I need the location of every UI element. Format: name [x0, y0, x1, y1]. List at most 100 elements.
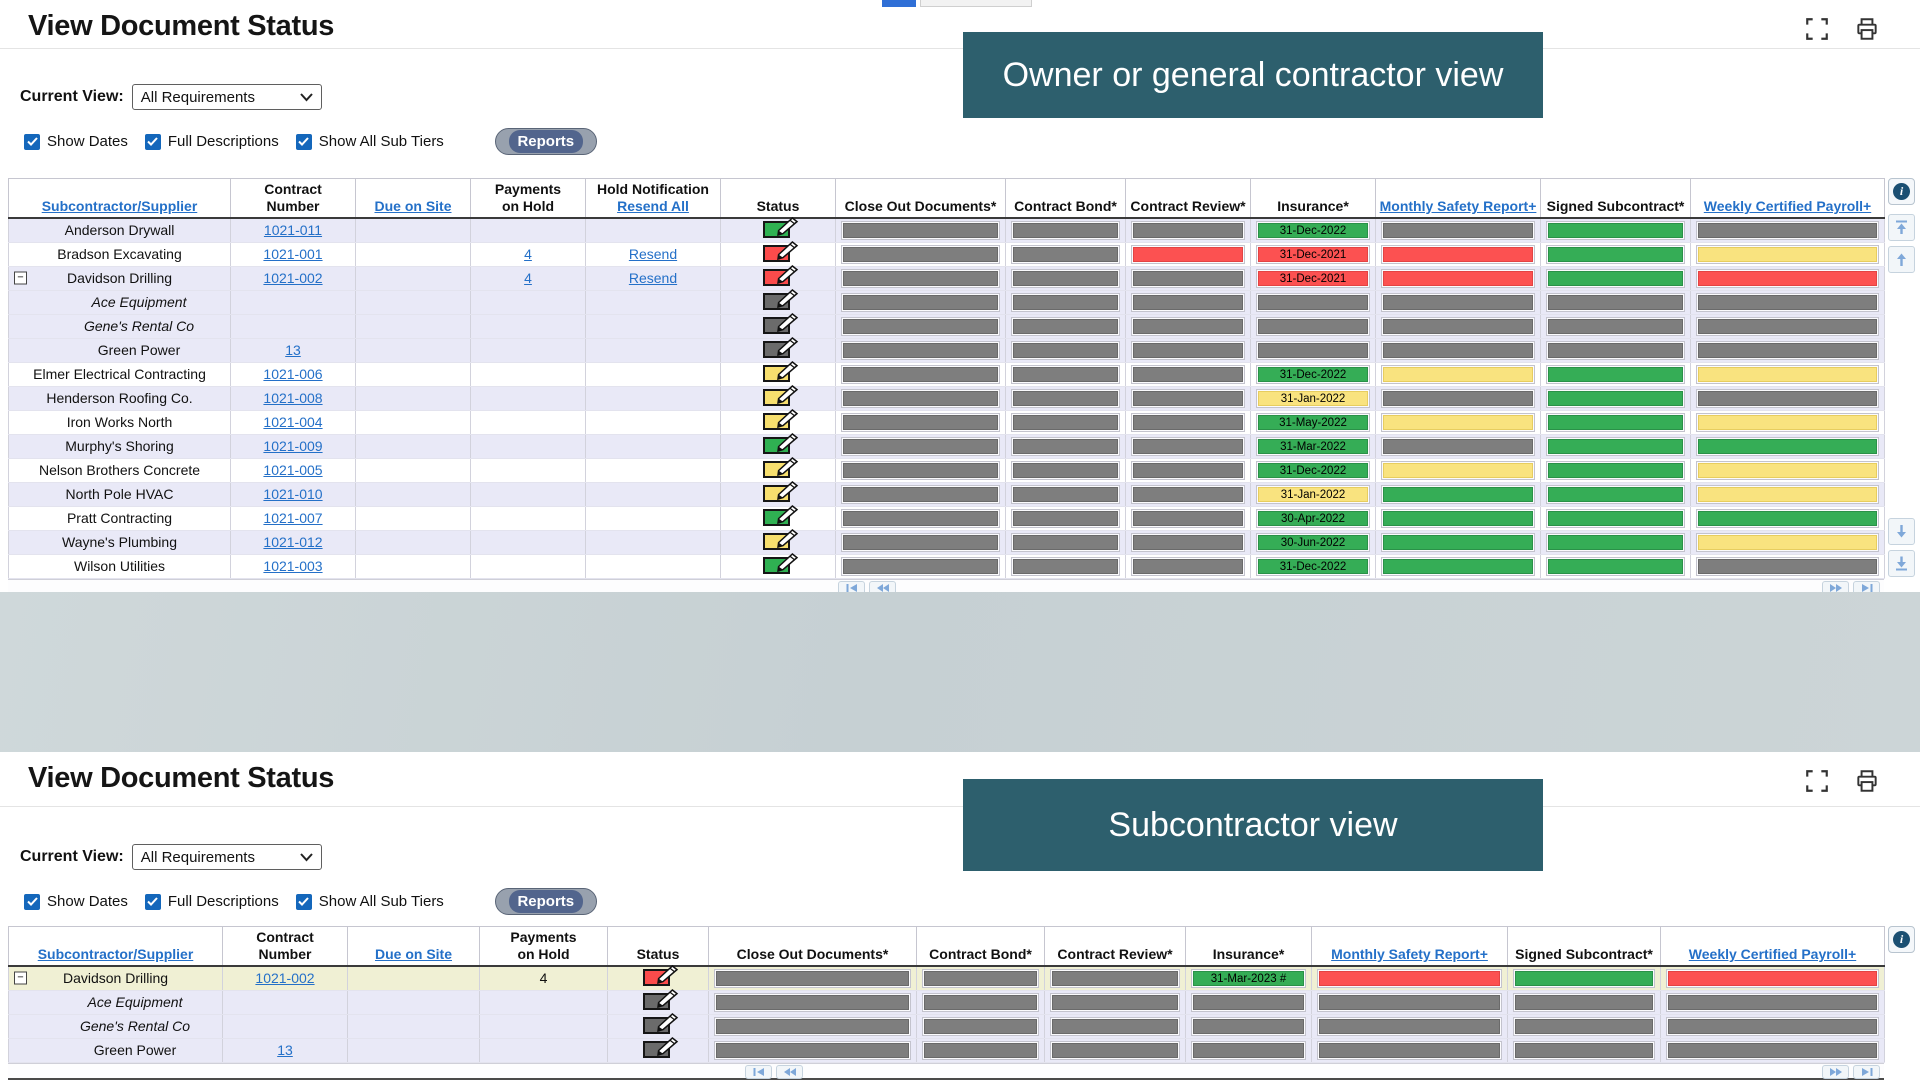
- contract-number-link[interactable]: 13: [277, 1042, 293, 1059]
- document-status-bar[interactable]: [1050, 1040, 1180, 1060]
- document-status-bar[interactable]: [841, 412, 1000, 432]
- fullscreen-icon[interactable]: [1804, 16, 1830, 42]
- document-status-bar[interactable]: [1011, 412, 1120, 432]
- status-indicator[interactable]: [763, 337, 799, 359]
- document-status-bar[interactable]: [1011, 460, 1120, 480]
- document-status-bar[interactable]: [1011, 244, 1120, 264]
- document-status-bar[interactable]: [841, 244, 1000, 264]
- document-status-bar[interactable]: [1696, 436, 1879, 456]
- document-status-bar[interactable]: [922, 968, 1039, 988]
- document-status-bar[interactable]: [1546, 244, 1685, 264]
- status-indicator[interactable]: [763, 313, 799, 335]
- document-status-bar[interactable]: [1381, 412, 1535, 432]
- document-status-bar[interactable]: [1011, 508, 1120, 528]
- contract-number-link[interactable]: 13: [285, 342, 301, 359]
- document-status-bar[interactable]: [1381, 436, 1535, 456]
- resend-link[interactable]: Resend: [628, 246, 678, 263]
- collapse-toggle-icon[interactable]: −: [14, 971, 27, 985]
- column-header-name[interactable]: Subcontractor/Supplier: [8, 177, 231, 219]
- document-status-bar[interactable]: [841, 460, 1000, 480]
- document-status-bar[interactable]: [1666, 1040, 1879, 1060]
- document-status-bar[interactable]: [1666, 1016, 1879, 1036]
- document-status-bar[interactable]: [1381, 460, 1535, 480]
- document-status-bar[interactable]: [1696, 532, 1879, 552]
- document-status-bar[interactable]: 31-May-2022: [1256, 412, 1370, 432]
- document-status-bar[interactable]: [1050, 968, 1180, 988]
- document-status-bar[interactable]: [1546, 340, 1685, 360]
- status-indicator[interactable]: [763, 481, 799, 503]
- collapse-toggle-icon[interactable]: −: [14, 271, 27, 285]
- contract-number-link[interactable]: 1021-003: [263, 558, 323, 575]
- document-status-bar[interactable]: [1546, 532, 1685, 552]
- document-status-bar[interactable]: [1131, 220, 1245, 240]
- document-status-bar[interactable]: [841, 484, 1000, 504]
- document-status-bar[interactable]: [1191, 1016, 1306, 1036]
- document-status-bar[interactable]: [1131, 388, 1245, 408]
- document-status-bar[interactable]: [1011, 556, 1120, 576]
- document-status-bar[interactable]: [1256, 292, 1370, 312]
- document-status-bar[interactable]: 31-Mar-2023 #: [1191, 968, 1306, 988]
- document-status-bar[interactable]: [1011, 340, 1120, 360]
- current-view-select[interactable]: All Requirements: [131, 84, 322, 110]
- info-button[interactable]: i: [1888, 178, 1915, 205]
- last-page-icon[interactable]: [1853, 1064, 1880, 1079]
- document-status-bar[interactable]: [1131, 436, 1245, 456]
- document-status-bar[interactable]: 31-Jan-2022: [1256, 388, 1370, 408]
- contract-number-link[interactable]: 1021-010: [263, 486, 323, 503]
- document-status-bar[interactable]: [1131, 508, 1245, 528]
- document-status-bar[interactable]: [1381, 532, 1535, 552]
- fullscreen-icon[interactable]: [1804, 768, 1830, 794]
- column-header-due[interactable]: Due on Site: [355, 177, 471, 219]
- contract-number-link[interactable]: 1021-005: [263, 462, 323, 479]
- status-indicator[interactable]: [763, 553, 799, 575]
- document-status-bar[interactable]: [1256, 316, 1370, 336]
- contract-number-link[interactable]: 1021-002: [263, 270, 323, 287]
- document-status-bar[interactable]: [1381, 340, 1535, 360]
- document-status-bar[interactable]: [714, 968, 911, 988]
- status-indicator[interactable]: [763, 505, 799, 527]
- document-status-bar[interactable]: [841, 316, 1000, 336]
- document-status-bar[interactable]: [1546, 364, 1685, 384]
- document-status-bar[interactable]: [714, 992, 911, 1012]
- document-status-bar[interactable]: [1381, 220, 1535, 240]
- status-indicator[interactable]: [643, 1013, 679, 1035]
- status-indicator[interactable]: [643, 965, 679, 987]
- checkbox-show-all-sub-tiers[interactable]: Show All Sub Tiers: [295, 133, 444, 150]
- document-status-bar[interactable]: [1131, 364, 1245, 384]
- column-header-monthly[interactable]: Monthly Safety Report+: [1311, 925, 1508, 967]
- column-header-hold[interactable]: Hold Notification Resend All: [585, 177, 721, 219]
- document-status-bar[interactable]: [1131, 292, 1245, 312]
- document-status-bar[interactable]: [1191, 992, 1306, 1012]
- info-button[interactable]: i: [1888, 926, 1915, 953]
- checkbox-full-descriptions[interactable]: Full Descriptions: [144, 893, 279, 910]
- status-indicator[interactable]: [763, 361, 799, 383]
- document-status-bar[interactable]: [1131, 412, 1245, 432]
- status-indicator[interactable]: [763, 529, 799, 551]
- status-indicator[interactable]: [763, 217, 799, 239]
- document-status-bar[interactable]: 31-Dec-2022: [1256, 220, 1370, 240]
- document-status-bar[interactable]: [1317, 1040, 1502, 1060]
- document-status-bar[interactable]: [1256, 340, 1370, 360]
- contract-number-link[interactable]: 1021-006: [263, 366, 323, 383]
- status-indicator[interactable]: [763, 241, 799, 263]
- document-status-bar[interactable]: [1513, 968, 1655, 988]
- document-status-bar[interactable]: [1131, 244, 1245, 264]
- contract-number-link[interactable]: 1021-012: [263, 534, 323, 551]
- document-status-bar[interactable]: [922, 1016, 1039, 1036]
- document-status-bar[interactable]: [1011, 268, 1120, 288]
- first-page-icon[interactable]: [838, 580, 865, 595]
- document-status-bar[interactable]: [1011, 220, 1120, 240]
- document-status-bar[interactable]: 30-Jun-2022: [1256, 532, 1370, 552]
- next-page-icon[interactable]: [1822, 1064, 1849, 1079]
- document-status-bar[interactable]: [1666, 968, 1879, 988]
- document-status-bar[interactable]: [1381, 556, 1535, 576]
- document-status-bar[interactable]: [841, 388, 1000, 408]
- document-status-bar[interactable]: [1696, 484, 1879, 504]
- contract-number-link[interactable]: 1021-002: [255, 970, 315, 987]
- document-status-bar[interactable]: [841, 292, 1000, 312]
- document-status-bar[interactable]: [1317, 992, 1502, 1012]
- document-status-bar[interactable]: [1011, 388, 1120, 408]
- document-status-bar[interactable]: [1317, 968, 1502, 988]
- current-view-select[interactable]: All Requirements: [131, 844, 322, 870]
- status-indicator[interactable]: [643, 1037, 679, 1059]
